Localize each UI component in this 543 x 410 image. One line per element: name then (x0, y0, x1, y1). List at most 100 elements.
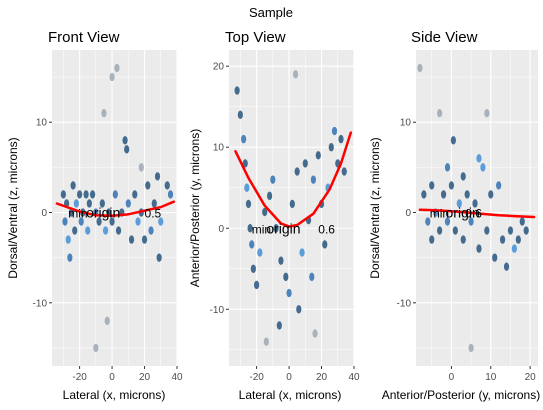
data-point (109, 217, 115, 226)
data-point (448, 181, 455, 190)
data-point (444, 163, 451, 172)
data-point (425, 217, 431, 226)
data-point (492, 253, 498, 262)
panel-title: Side View (411, 29, 478, 46)
y-tick-label: 10 (36, 118, 48, 129)
data-point (62, 217, 68, 226)
x-tick-label: 0 (109, 372, 115, 383)
x-axis-label: Lateral (x, microns) (239, 388, 342, 402)
data-point (156, 253, 162, 262)
data-point (437, 226, 443, 235)
data-point (67, 253, 73, 262)
annotation-label: 0.6 (465, 207, 482, 221)
data-point (99, 199, 105, 208)
data-point (468, 217, 474, 226)
annotation-label: origin (446, 205, 480, 221)
data-point (310, 175, 317, 184)
data-point (450, 136, 456, 145)
y-tick-label: 10 (400, 118, 412, 129)
data-point (331, 126, 338, 136)
data-point (135, 217, 141, 226)
data-point (421, 190, 427, 199)
data-point (515, 235, 521, 244)
data-point (341, 167, 347, 176)
annotation-label: 0.5 (145, 207, 162, 221)
data-point (283, 272, 289, 282)
figure-title: Sample (249, 5, 293, 20)
data-point (102, 226, 109, 235)
x-tick-label: 40 (171, 372, 183, 383)
data-point (245, 199, 252, 209)
data-point (234, 86, 240, 95)
plot-background (416, 50, 538, 366)
annotation-label: min (252, 222, 271, 236)
data-point (309, 272, 315, 282)
data-point (312, 329, 318, 338)
y-tick-label: 20 (213, 62, 225, 73)
data-point (503, 262, 510, 271)
fit-line (234, 131, 353, 228)
data-point (132, 190, 138, 199)
data-point (266, 191, 273, 201)
data-point (328, 143, 334, 152)
fit-line (418, 208, 536, 219)
data-point (78, 217, 84, 226)
x-axis-label: Lateral (x, microns) (63, 388, 166, 402)
data-point (286, 288, 292, 298)
x-tick-label: 10 (485, 372, 497, 383)
data-point (472, 199, 478, 208)
x-tick-label: 20 (316, 372, 328, 383)
data-point (484, 109, 490, 118)
data-point (315, 151, 321, 160)
annotation-label: 0.6 (318, 222, 335, 236)
data-point (302, 159, 308, 168)
data-point (109, 72, 115, 82)
data-point (460, 235, 466, 244)
plot-background (229, 50, 354, 366)
data-point (83, 190, 89, 199)
data-point (60, 190, 66, 199)
data-point (496, 181, 502, 190)
data-point (484, 226, 490, 235)
data-point (452, 226, 458, 235)
data-point (519, 217, 525, 226)
data-point (488, 190, 494, 199)
data-point (72, 226, 78, 235)
data-point (101, 109, 107, 118)
y-tick-label: -10 (210, 305, 225, 316)
data-point (292, 70, 299, 79)
x-tick-label: 40 (348, 372, 360, 383)
data-point (417, 63, 423, 73)
data-point (241, 134, 247, 144)
data-point (476, 244, 482, 253)
data-point (476, 154, 482, 163)
data-point (167, 190, 174, 199)
annotation-label: min (430, 207, 449, 221)
data-point (468, 343, 474, 353)
data-point (444, 217, 451, 226)
data-point (122, 136, 128, 145)
data-point (480, 163, 486, 172)
data-point (242, 159, 248, 168)
data-point (499, 235, 506, 244)
data-point (89, 190, 96, 199)
data-point (124, 145, 130, 154)
data-point (104, 316, 110, 326)
y-tick-label: 0 (405, 208, 411, 219)
data-point (145, 181, 151, 190)
y-tick-label: 10 (213, 143, 225, 154)
y-axis-label: Dorsal/Ventral (z, microns) (368, 137, 382, 278)
data-point (154, 172, 161, 181)
data-point (278, 256, 284, 265)
panel-title: Top View (225, 29, 286, 46)
y-axis-label: Dorsal/Ventral (z, microns) (6, 137, 20, 278)
data-point (250, 264, 256, 273)
x-axis-label: Anterior/Posterior (y, microns) (382, 388, 540, 402)
x-tick-label: -20 (249, 372, 264, 383)
data-point (125, 199, 131, 208)
data-point (148, 226, 154, 235)
data-point (253, 280, 260, 290)
